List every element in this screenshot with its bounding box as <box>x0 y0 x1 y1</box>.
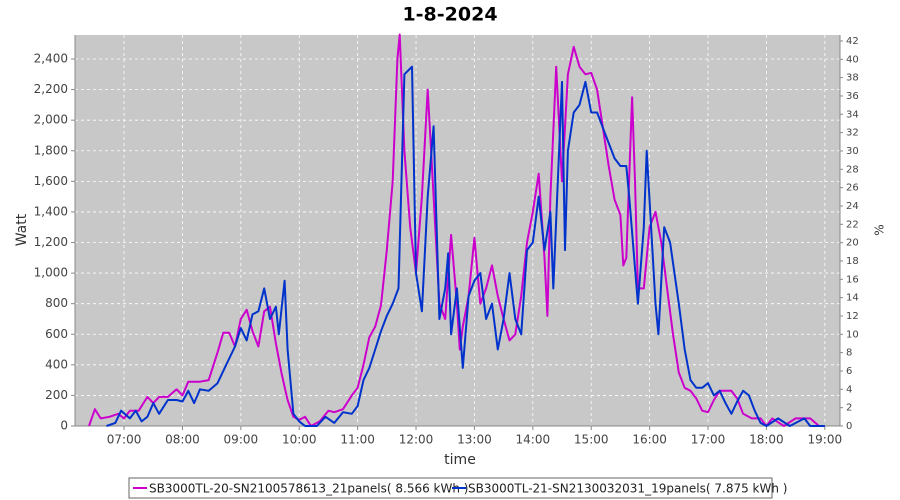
x-tick-label: 15:00 <box>574 433 609 447</box>
x-tick-label: 07:00 <box>107 433 142 447</box>
y2-tick-label: 32 <box>846 128 859 139</box>
plot-area <box>75 35 840 426</box>
y-tick-label: 2,000 <box>34 113 68 127</box>
y2-tick-label: 36 <box>846 91 859 102</box>
y-tick-label: 2,400 <box>34 52 68 66</box>
y-tick-label: 600 <box>45 327 68 341</box>
x-tick-label: 12:00 <box>399 433 434 447</box>
y-tick-label: 1,400 <box>34 204 68 218</box>
series-line <box>106 65 825 427</box>
x-tick-label: 09:00 <box>224 433 259 447</box>
x-tick-label: 16:00 <box>632 433 667 447</box>
y-tick-label: 2,200 <box>34 82 68 96</box>
y2-tick-label: 40 <box>846 54 859 65</box>
y-axis-label: Watt <box>14 213 30 246</box>
y-tick-label: 800 <box>45 296 68 310</box>
y-tick-label: 1,200 <box>34 235 68 249</box>
x-tick-label: 18:00 <box>749 433 784 447</box>
y2-tick-label: 28 <box>846 164 859 175</box>
x-tick-label: 10:00 <box>282 433 317 447</box>
y2-tick-label: 26 <box>846 183 859 194</box>
y2-tick-label: 6 <box>846 366 852 377</box>
legend-box <box>128 477 773 499</box>
legend-label: SB3000TL-21-SN2130032031_19panels( 7.875… <box>468 482 787 496</box>
y-tick-label: 1,800 <box>34 143 68 157</box>
y2-tick-label: 22 <box>846 219 859 230</box>
y2-tick-label: 20 <box>846 238 859 249</box>
x-axis-label: time <box>444 452 476 468</box>
y2-tick-label: 14 <box>846 293 859 304</box>
x-tick-label: 13:00 <box>457 433 492 447</box>
y-tick-label: 200 <box>45 388 68 402</box>
y2-tick-label: 30 <box>846 146 859 157</box>
y2-tick-label: 10 <box>846 329 859 340</box>
y2-tick-label: 12 <box>846 311 859 322</box>
chart-title: 1-8-2024 <box>402 4 497 26</box>
y2-tick-label: 18 <box>846 256 859 267</box>
x-tick-label: 08:00 <box>165 433 200 447</box>
y2-tick-label: 42 <box>846 36 859 47</box>
y-tick-label: 1,000 <box>34 266 68 280</box>
series-line <box>88 33 825 427</box>
y2-tick-label: 0 <box>846 421 852 432</box>
x-tick-label: 17:00 <box>691 433 726 447</box>
x-tick-label: 14:00 <box>516 433 551 447</box>
y2-tick-label: 38 <box>846 73 859 84</box>
y2-axis-label: % <box>873 224 887 235</box>
y2-tick-label: 16 <box>846 274 859 285</box>
y2-tick-label: 8 <box>846 348 852 359</box>
legend-label: SB3000TL-20-SN2100578613_21panels( 8.566… <box>149 482 468 496</box>
x-tick-label: 19:00 <box>808 433 843 447</box>
x-tick-label: 11:00 <box>340 433 375 447</box>
y-tick-label: 400 <box>45 357 68 371</box>
y2-tick-label: 34 <box>846 109 859 120</box>
y-tick-label: 1,600 <box>34 174 68 188</box>
y2-tick-label: 24 <box>846 201 859 212</box>
y-tick-label: 0 <box>60 419 68 433</box>
y2-tick-label: 4 <box>846 384 852 395</box>
y2-tick-label: 2 <box>846 403 852 414</box>
